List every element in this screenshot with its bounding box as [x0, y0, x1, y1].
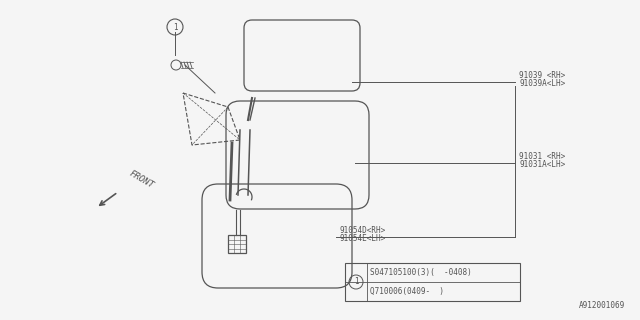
- Text: 1: 1: [173, 22, 177, 31]
- Text: 91039A<LH>: 91039A<LH>: [519, 79, 565, 88]
- Text: A912001069: A912001069: [579, 301, 625, 310]
- Text: Q710006(0409-  ): Q710006(0409- ): [370, 287, 444, 296]
- Text: 91031A<LH>: 91031A<LH>: [519, 160, 565, 169]
- Text: 91039 <RH>: 91039 <RH>: [519, 71, 565, 80]
- Bar: [345, 263, 520, 301]
- Bar: [228, 235, 246, 253]
- Text: 91031 <RH>: 91031 <RH>: [519, 152, 565, 161]
- Text: 1: 1: [354, 277, 358, 286]
- Text: 91054D<RH>: 91054D<RH>: [340, 226, 387, 235]
- Text: S047105100(3)(  -0408): S047105100(3)( -0408): [370, 268, 472, 277]
- Text: 91054E<LH>: 91054E<LH>: [340, 234, 387, 243]
- Text: FRONT: FRONT: [128, 169, 156, 190]
